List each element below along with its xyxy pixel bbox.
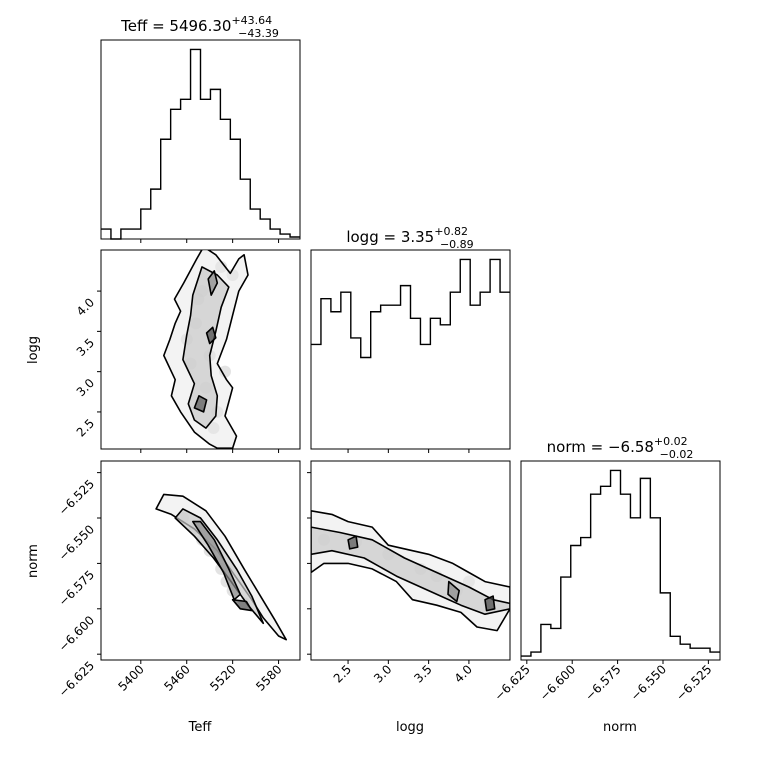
- tick-label: 5460: [161, 662, 192, 693]
- contour-line: [347, 535, 359, 550]
- tick-label: −6.600: [537, 662, 578, 703]
- contour-line: [182, 266, 230, 429]
- tick-label: −6.550: [628, 662, 669, 703]
- contour-line: [174, 508, 265, 625]
- histogram-teff: [101, 48, 300, 240]
- tick-label: 3.5: [74, 336, 97, 359]
- axis-ticks: 5400 5460 5520 5580 2.5 3.0 3.5 4.0 −6.625 −6.600…: [56, 239, 715, 704]
- tick-label: −6.575: [56, 568, 97, 609]
- contour-line: [192, 520, 242, 601]
- xlabel-logg: logg: [396, 720, 424, 735]
- contour-line: [193, 394, 208, 413]
- tick-label: 5400: [115, 662, 146, 693]
- joint-logg-norm: [311, 509, 510, 632]
- panel-hist-teff: [100, 39, 301, 240]
- tick-label: 5520: [207, 662, 238, 693]
- tick-label: 2.5: [331, 662, 354, 685]
- panel-hist-logg: [310, 249, 511, 450]
- tick-label: 3.0: [74, 376, 97, 399]
- tick-label: −6.525: [673, 662, 714, 703]
- histogram-logg: [311, 258, 510, 359]
- contour-line: [231, 598, 253, 612]
- xlabel-teff: Teff: [188, 720, 213, 735]
- title-norm: norm = −6.58+0.02 −0.02: [547, 435, 694, 461]
- title-norm-minus: −0.02: [660, 448, 694, 461]
- ylabel-norm: norm: [26, 544, 41, 578]
- tick-label: −6.600: [56, 613, 97, 654]
- tick-label: 3.5: [411, 662, 434, 685]
- svg-text:Teff = 5496.30+43.64−43.39: Teff = 5496.30+43.64 −43.39: [120, 14, 279, 40]
- tick-label: 3.0: [371, 662, 394, 685]
- svg-text:norm = −6.58+0.02−0.02: norm = −6.58+0.02 −0.02: [547, 435, 694, 461]
- contour-line: [447, 580, 461, 603]
- title-norm-plus: +0.02: [654, 435, 688, 448]
- xlabel-norm: norm: [603, 720, 637, 735]
- joint-teff-logg: [163, 250, 249, 449]
- title-teff-minus: −43.39: [238, 27, 279, 40]
- contour-line: [205, 326, 217, 345]
- tick-label: −6.625: [56, 658, 97, 699]
- contour-line: [311, 526, 510, 616]
- panel-hist-norm: [520, 460, 721, 661]
- panel-teff-logg: [100, 249, 301, 450]
- panel-teff-norm: [100, 460, 301, 661]
- title-teff-plus: +43.64: [231, 14, 272, 27]
- tick-label: −6.550: [56, 522, 97, 563]
- title-logg-plus: +0.82: [434, 225, 468, 238]
- joint-teff-norm: [155, 493, 288, 641]
- contour-line: [207, 270, 219, 296]
- tick-label: 2.5: [74, 416, 97, 439]
- title-logg: logg = 3.35+0.82 −0.89: [346, 225, 473, 251]
- tick-label: −6.625: [492, 662, 533, 703]
- title-teff: Teff = 5496.30+43.64 −43.39: [120, 14, 279, 40]
- tick-label: 4.0: [74, 295, 97, 318]
- tick-label: 4.0: [452, 662, 475, 685]
- svg-text:logg = 3.35+0.82−0.89: logg = 3.35+0.82 −0.89: [346, 225, 473, 251]
- tick-label: −6.575: [582, 662, 623, 703]
- ylabel-logg: logg: [26, 336, 41, 364]
- title-logg-minus: −0.89: [440, 238, 474, 251]
- tick-label: 5580: [253, 662, 284, 693]
- tick-label: −6.525: [56, 477, 97, 518]
- histogram-norm: [521, 469, 720, 657]
- contour-line: [484, 595, 496, 612]
